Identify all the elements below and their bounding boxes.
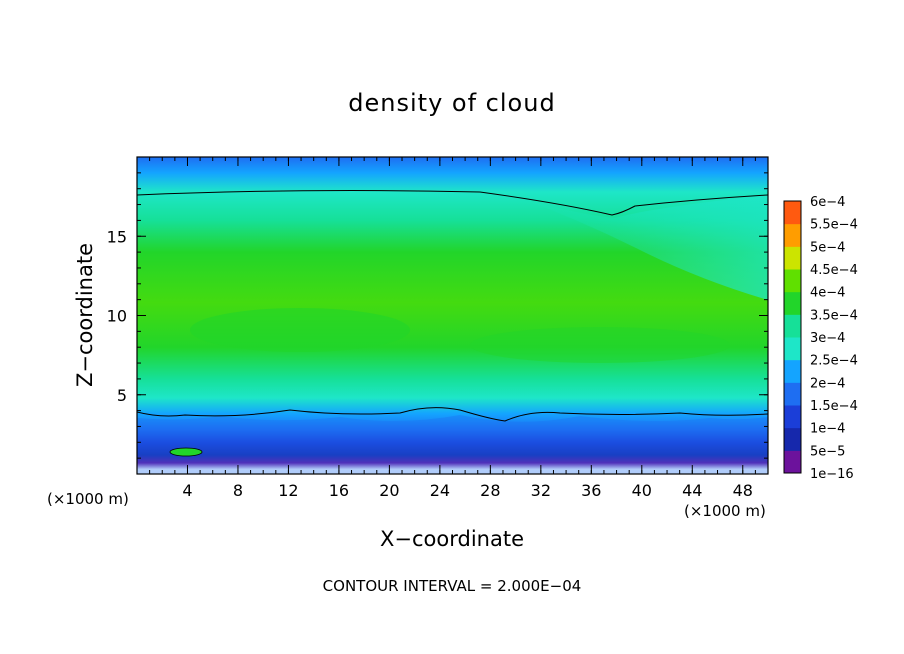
z-tick-label: 10 <box>107 307 127 326</box>
colorbar-swatch <box>784 291 801 315</box>
colorbar-label: 4e−4 <box>810 286 845 301</box>
x-tick-label: 48 <box>733 481 753 500</box>
colorbar-swatch <box>784 314 801 338</box>
colorbar-label: 1e−16 <box>810 467 854 482</box>
x-tick-label: 4 <box>182 481 192 500</box>
upper-right-band <box>520 195 768 300</box>
embedded-cell <box>169 447 203 457</box>
x-tick-label: 12 <box>278 481 298 500</box>
x-tick-label: 32 <box>531 481 551 500</box>
z-axis-ticks: 5 10 15 <box>107 172 768 459</box>
colorbar-label: 5e−5 <box>810 444 845 459</box>
colorbar-label: 6e−4 <box>810 195 845 210</box>
colorbar-label: 2e−4 <box>810 376 845 391</box>
contour-line <box>137 407 768 422</box>
x-tick-label: 16 <box>329 481 349 500</box>
colorbar-swatch <box>784 246 801 270</box>
colorbar-swatch <box>784 223 801 247</box>
x-tick-label: 44 <box>682 481 702 500</box>
colorbar-label: 4.5e−4 <box>810 263 858 278</box>
x-axis-unit-left: (×1000 m) <box>47 490 129 508</box>
x-tick-label: 24 <box>430 481 450 500</box>
lower-moisture-edge <box>137 415 768 474</box>
contour-line <box>137 190 768 216</box>
z-tick-label: 15 <box>107 227 127 246</box>
colorbar-swatch <box>784 450 801 474</box>
x-tick-label: 8 <box>233 481 243 500</box>
density-field <box>137 157 768 474</box>
colorbar-label: 3e−4 <box>810 331 845 346</box>
colorbar-swatch <box>784 269 801 293</box>
x-tick-label: 20 <box>379 481 399 500</box>
mid-level-patch <box>470 327 730 363</box>
x-tick-label: 36 <box>581 481 601 500</box>
z-axis-label: Z−coordinate <box>73 243 97 387</box>
x-tick-label: 28 <box>480 481 500 500</box>
x-axis-label: X−coordinate <box>380 527 524 551</box>
chart-title: density of cloud <box>348 89 555 117</box>
mid-level-patch <box>190 308 410 352</box>
colorbar-swatch <box>784 427 801 451</box>
colorbar-label: 2.5e−4 <box>810 354 858 369</box>
colorbar-swatch <box>784 405 801 429</box>
colorbar-label: 3.5e−4 <box>810 308 858 323</box>
colorbar-swatch <box>784 337 801 361</box>
colorbar: 1e−16 5e−5 1e−4 1.5e−4 2e−4 2.5e−4 3e−4 3.5e−4 4… <box>783 195 858 482</box>
x-tick-label: 40 <box>632 481 652 500</box>
colorbar-label: 1.5e−4 <box>810 399 858 414</box>
contour-interval-note: CONTOUR INTERVAL = 2.000E−04 <box>323 577 582 595</box>
colorbar-label: 5e−4 <box>810 240 845 255</box>
z-tick-label: 5 <box>117 386 127 405</box>
x-axis-unit-right: (×1000 m) <box>684 502 766 520</box>
colorbar-swatch <box>784 359 801 383</box>
colorbar-label: 5.5e−4 <box>810 218 858 233</box>
colorbar-frame <box>783 200 802 474</box>
colorbar-swatch <box>784 201 801 225</box>
colorbar-swatch <box>784 382 801 406</box>
x-axis-ticks: 4 8 12 16 20 24 28 32 36 40 44 48 <box>149 157 756 500</box>
colorbar-label: 1e−4 <box>810 422 845 437</box>
